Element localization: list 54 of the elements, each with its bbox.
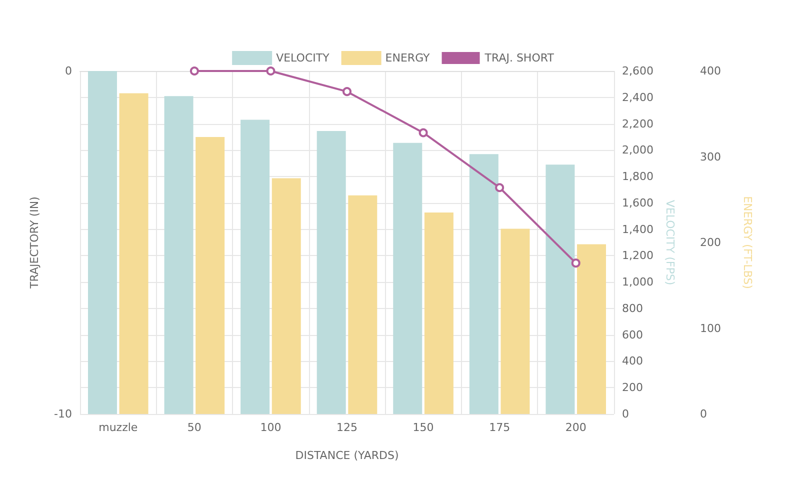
y3-tick-label: 300 [700, 150, 721, 164]
point [571, 258, 580, 268]
bar [316, 131, 346, 414]
y2-tick-label: 800 [622, 302, 643, 315]
point [418, 128, 428, 138]
y2-tick-label: 2,000 [622, 144, 654, 157]
y2-axis-title: VELOCITY (FPS) [663, 200, 676, 286]
y2-tick-label: 1,400 [622, 222, 654, 236]
x-tick-label: muzzle [98, 421, 138, 434]
bar [424, 212, 454, 414]
x-tick-label: 200 [565, 421, 586, 434]
legend-label: VELOCITY [276, 52, 330, 64]
y2-tick-label: 2,600 [622, 64, 654, 78]
y-tick-label: -10 [54, 408, 72, 420]
bar [546, 164, 575, 414]
y2-tick-label: 1,600 [622, 196, 654, 210]
x-axis-title: DISTANCE (YARDS) [295, 449, 399, 462]
y3-tick-label: 0 [700, 408, 707, 420]
y3-tick-label: 400 [700, 64, 721, 78]
point [495, 183, 504, 192]
x-tick-label: 50 [187, 421, 202, 434]
bar [393, 142, 422, 414]
y3-tick-label: 200 [700, 236, 721, 249]
x-tick-label: 125 [336, 421, 358, 434]
bar [196, 137, 225, 414]
y2-tick-label: 2,200 [622, 117, 654, 130]
y2-tick-label: 2,400 [622, 90, 654, 104]
x-tick-label: 100 [260, 421, 282, 434]
bar [88, 71, 117, 414]
y-axis-title: TRAJECTORY (IN) [28, 196, 41, 290]
bar [500, 228, 530, 414]
y2-tick-label: 200 [622, 381, 643, 394]
bar [272, 178, 301, 414]
bar [577, 244, 606, 414]
x-tick-label: 175 [489, 421, 510, 434]
bar [119, 93, 148, 414]
bar [348, 195, 378, 414]
y2-tick-label: 1,800 [622, 170, 654, 184]
y2-tick-label: 0 [622, 408, 629, 420]
bar [240, 120, 270, 414]
y2-tick-label: 1,000 [622, 276, 654, 289]
x-tick-label: 150 [412, 421, 434, 434]
y3-axis-title: ENERGY (FT-LBS) [741, 196, 754, 289]
bar [164, 96, 194, 414]
y2-tick-label: 1,200 [622, 249, 654, 262]
point [266, 66, 276, 76]
point [342, 87, 352, 96]
y2-tick-label: 600 [622, 328, 643, 342]
y2-tick-label: 400 [622, 354, 643, 368]
y3-tick-label: 100 [700, 322, 721, 335]
bar [469, 154, 498, 414]
legend-label: TRAJ. SHORT [484, 52, 554, 64]
legend-label: ENERGY [385, 52, 430, 64]
point [190, 66, 199, 76]
